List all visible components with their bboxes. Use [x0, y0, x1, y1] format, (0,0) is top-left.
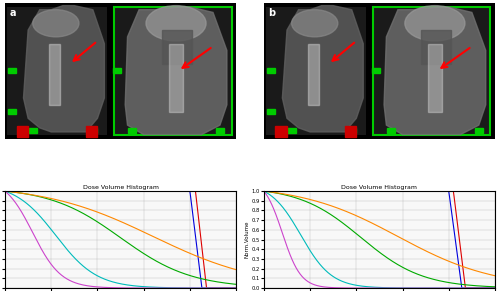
- Circle shape: [146, 6, 206, 41]
- Title: Dose Volume Histogram: Dose Volume Histogram: [82, 185, 158, 190]
- Bar: [387, 128, 395, 133]
- Bar: [86, 127, 98, 137]
- Bar: [216, 128, 224, 133]
- Bar: [288, 128, 296, 133]
- Bar: [8, 109, 16, 114]
- Y-axis label: Norm.Volume: Norm.Volume: [245, 221, 250, 258]
- Bar: [113, 68, 122, 73]
- Circle shape: [292, 10, 338, 37]
- Circle shape: [405, 6, 465, 41]
- FancyBboxPatch shape: [114, 7, 232, 135]
- FancyBboxPatch shape: [372, 7, 490, 135]
- Polygon shape: [282, 6, 364, 132]
- Bar: [169, 44, 183, 111]
- Bar: [8, 68, 16, 73]
- Bar: [88, 128, 97, 133]
- Text: a: a: [10, 8, 16, 18]
- Circle shape: [32, 10, 79, 37]
- Bar: [308, 44, 320, 105]
- Polygon shape: [125, 7, 227, 135]
- Bar: [266, 68, 275, 73]
- Polygon shape: [384, 7, 486, 135]
- Bar: [128, 128, 136, 133]
- Bar: [474, 128, 483, 133]
- Title: Dose Volume Histogram: Dose Volume Histogram: [342, 185, 417, 190]
- Bar: [49, 44, 60, 105]
- Bar: [266, 109, 275, 114]
- Text: b: b: [268, 8, 276, 18]
- FancyBboxPatch shape: [266, 7, 366, 135]
- Bar: [428, 44, 442, 111]
- Bar: [276, 127, 287, 137]
- Polygon shape: [24, 6, 104, 132]
- Bar: [16, 127, 28, 137]
- Bar: [348, 128, 356, 133]
- Bar: [421, 30, 451, 64]
- FancyBboxPatch shape: [8, 7, 106, 135]
- Bar: [28, 128, 37, 133]
- Bar: [372, 68, 380, 73]
- Bar: [345, 127, 356, 137]
- Bar: [162, 30, 192, 64]
